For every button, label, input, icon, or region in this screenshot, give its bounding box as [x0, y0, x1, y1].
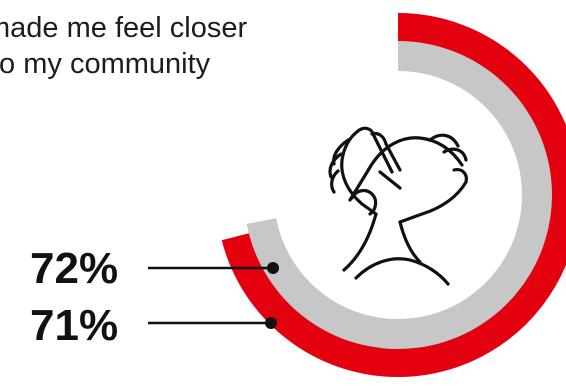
caption-line-1: made me feel closer — [0, 12, 248, 44]
ring-inner-arc — [246, 41, 552, 349]
caption-line-2: to my community — [0, 48, 211, 80]
leader-dot-71 — [265, 317, 277, 329]
value-label-72: 72% — [30, 244, 118, 293]
handshake-icon — [328, 126, 468, 286]
value-label-71: 71% — [30, 301, 118, 350]
ring-outer-arc — [221, 13, 566, 377]
leader-dot-72 — [267, 262, 279, 274]
chart-caption: made me feel closer to my community — [0, 10, 247, 82]
